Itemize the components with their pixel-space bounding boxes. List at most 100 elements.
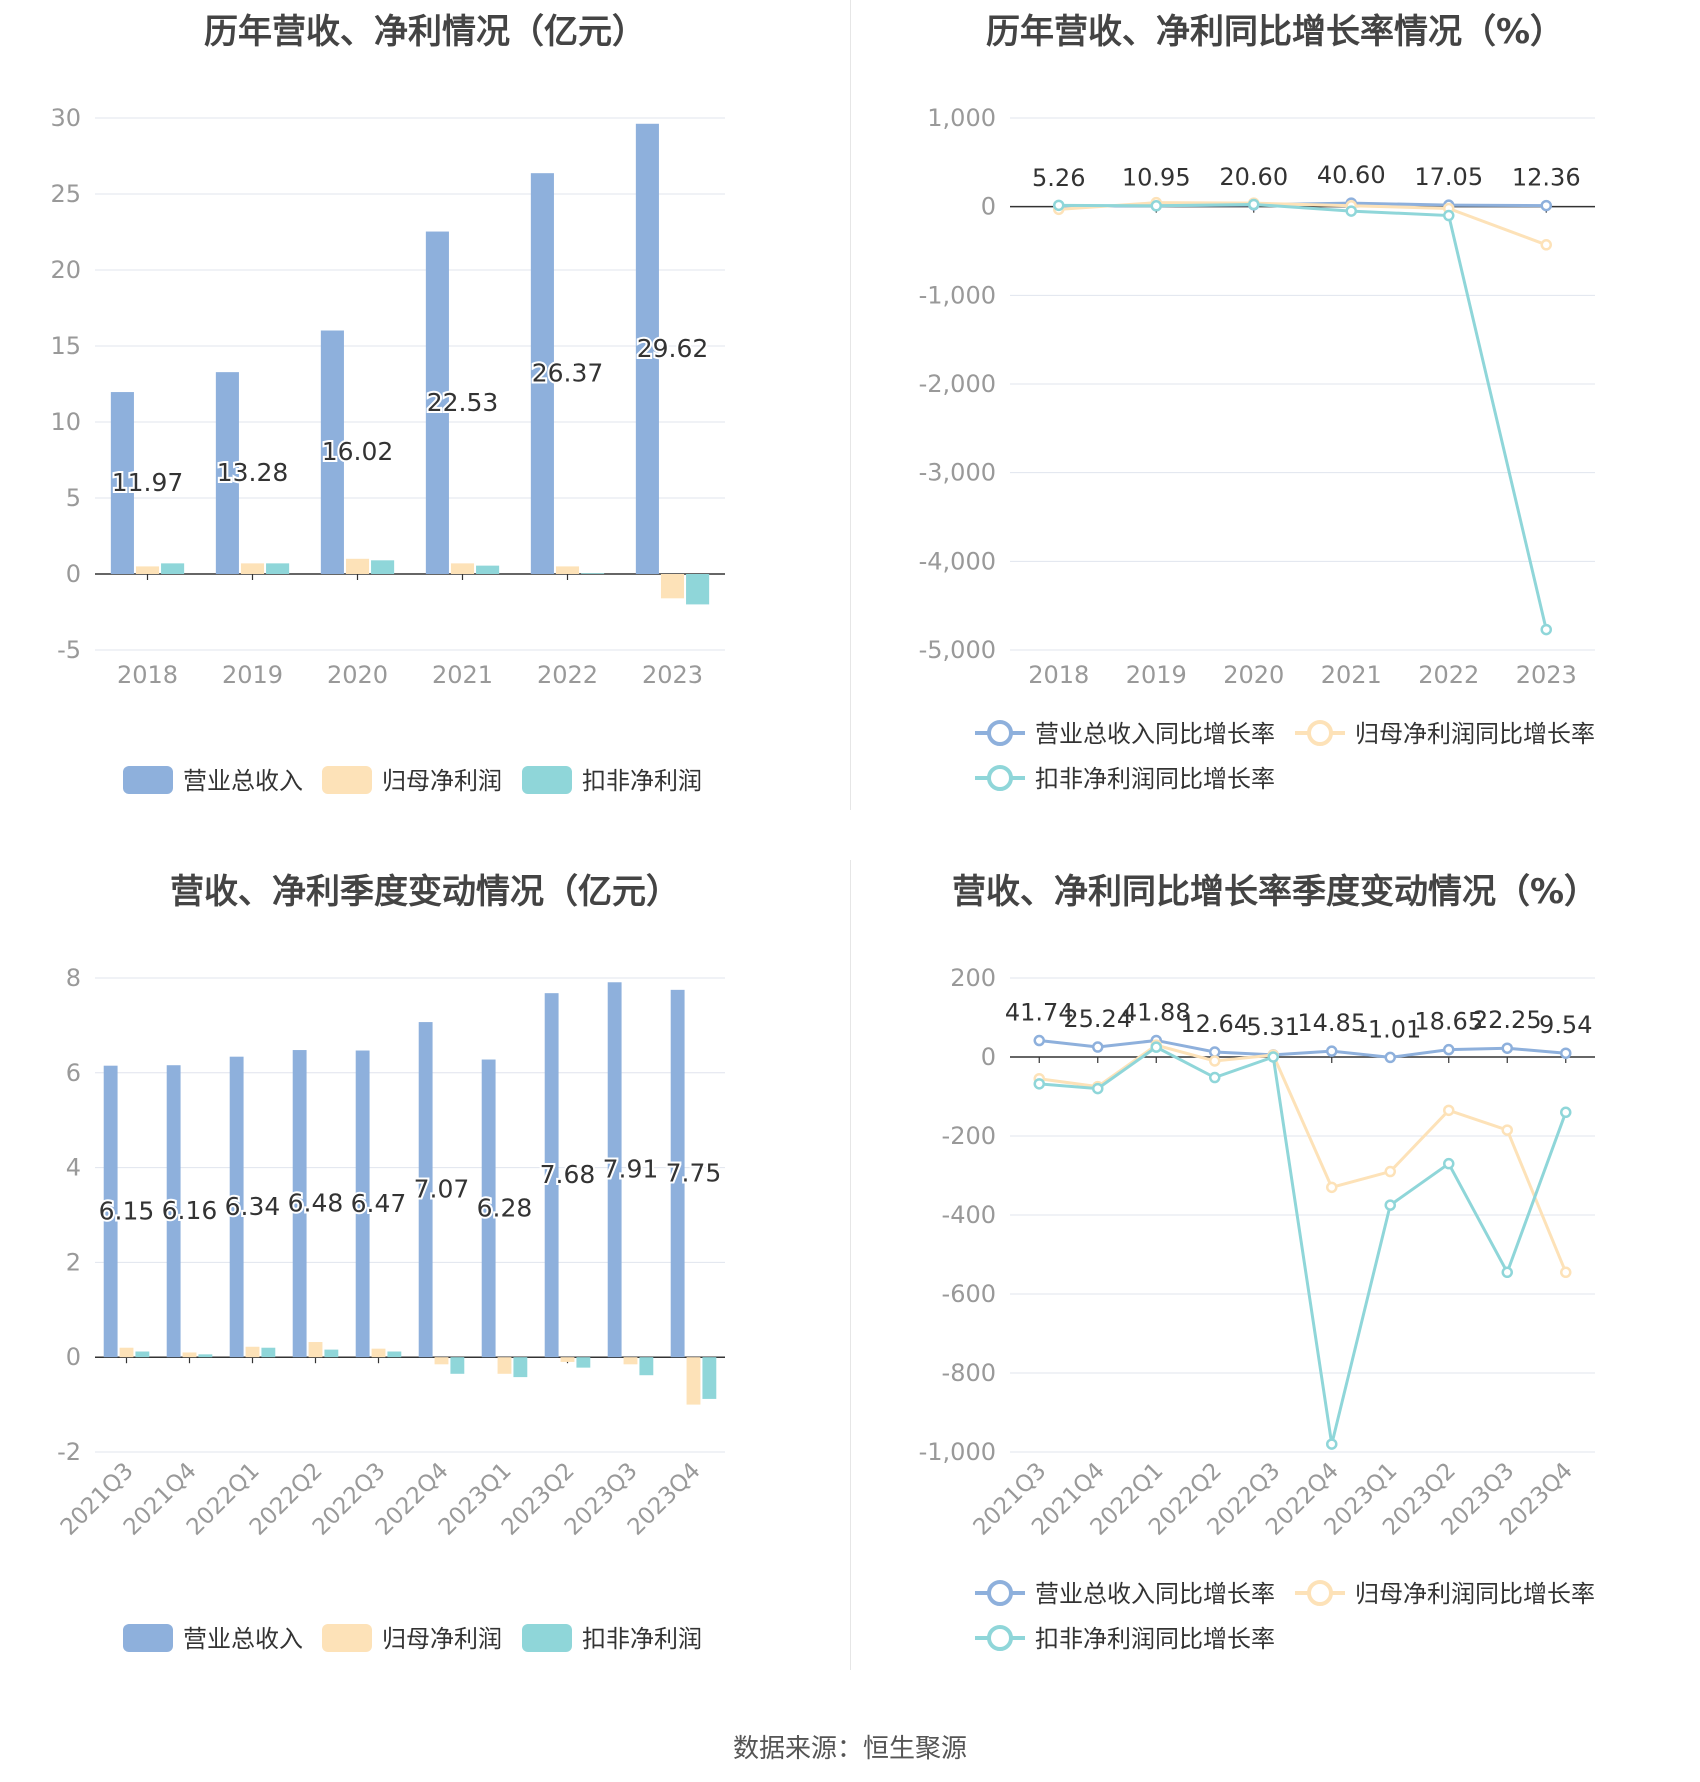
- line-point: [1092, 1082, 1104, 1095]
- line-point: [1501, 1124, 1513, 1136]
- line-point: [1540, 199, 1552, 212]
- line-point: [1209, 1046, 1221, 1058]
- y-tick-label: -800: [942, 1359, 996, 1387]
- y-tick-label: 4: [66, 1154, 81, 1182]
- legend-label: 营业总收入: [183, 767, 303, 795]
- y-tick-label: -1,000: [919, 281, 996, 309]
- bar: [371, 560, 395, 574]
- line-point: [1560, 1047, 1572, 1059]
- line-point: [1326, 1045, 1338, 1057]
- bar: [425, 231, 449, 574]
- bar-value-label: 13.28: [217, 458, 289, 487]
- line-point: [1248, 198, 1260, 211]
- line-point: [1209, 1055, 1221, 1067]
- point-value-label: 5.26: [1032, 164, 1085, 192]
- legend-label: 扣非净利润同比增长率: [1035, 765, 1275, 793]
- bar: [261, 1347, 276, 1358]
- x-tick-label: 2019: [1126, 661, 1187, 689]
- panel-quarterly-growth: 营收、净利同比增长率季度变动情况（%） -1,000 -800 -600 -400 -2…: [850, 860, 1700, 1720]
- vertical-divider-top: [850, 0, 851, 810]
- y-tick-label: 1,000: [927, 104, 996, 132]
- line-point: [1501, 1266, 1513, 1279]
- legend-marker: [1307, 720, 1333, 746]
- legend-swatch: [322, 766, 372, 794]
- quarterly-amounts-chart: -2024682021Q32021Q42022Q12022Q22022Q3202…: [56, 964, 725, 1653]
- x-tick-label: 2019: [222, 661, 283, 689]
- line-point: [1053, 199, 1065, 212]
- bar-value-label: 16.02: [322, 437, 394, 466]
- y-tick-label: 200: [950, 964, 996, 992]
- series-line: [1058, 202, 1548, 630]
- bar: [450, 1357, 465, 1374]
- bar: [476, 565, 500, 574]
- line-point: [1501, 1042, 1513, 1054]
- point-value-label: 12.64: [1180, 1010, 1249, 1038]
- bar: [686, 1357, 701, 1405]
- bar: [308, 1342, 323, 1358]
- bar: [198, 1354, 213, 1358]
- legend-label: 营业总收入同比增长率: [1035, 1580, 1275, 1608]
- line-point: [1033, 1078, 1045, 1090]
- y-tick-label: -5,000: [919, 636, 996, 664]
- y-tick-label: 0: [981, 193, 996, 221]
- legend-swatch: [522, 766, 572, 794]
- y-tick-label: 5: [66, 484, 81, 512]
- y-tick-label: 25: [50, 180, 81, 208]
- x-tick-label: 2020: [1223, 661, 1284, 689]
- data-source: 数据来源：恒生聚源: [732, 1734, 967, 1764]
- legend-marker: [1307, 1580, 1333, 1606]
- y-tick-label: 0: [66, 560, 81, 588]
- chart-title: 历年营收、净利情况（亿元）: [204, 12, 646, 52]
- line-point: [1150, 1041, 1162, 1053]
- bar: [607, 982, 622, 1358]
- bar-value-label: 6.48: [288, 1189, 344, 1218]
- line-point: [1150, 200, 1162, 212]
- bar-value-label: 6.16: [162, 1196, 218, 1225]
- point-value-label: 18.65: [1414, 1008, 1483, 1036]
- chart-title: 营收、净利季度变动情况（亿元）: [170, 872, 680, 912]
- chart-title: 营收、净利同比增长率季度变动情况（%）: [951, 872, 1599, 912]
- bar: [119, 1347, 134, 1358]
- series-line: [1039, 1038, 1566, 1059]
- legend-marker: [987, 1625, 1013, 1651]
- bar-value-label: 29.62: [637, 334, 709, 363]
- x-tick-label: 2020: [327, 661, 388, 689]
- line-point: [1326, 1181, 1338, 1194]
- bar: [686, 574, 710, 605]
- bar-value-label: 7.07: [414, 1175, 470, 1204]
- point-value-label: 17.05: [1414, 163, 1483, 191]
- point-value-label: 5.31: [1247, 1013, 1300, 1041]
- bar-value-label: 6.15: [99, 1196, 155, 1225]
- bar: [434, 1357, 449, 1365]
- legend-marker: [987, 1580, 1013, 1606]
- y-tick-label: 0: [981, 1043, 996, 1071]
- bar: [481, 1059, 496, 1358]
- bar: [292, 1050, 307, 1358]
- panel-quarterly-amounts: 营收、净利季度变动情况（亿元） -2 0 2 4 6 8 2021Q3 2021Q4 2022Q…: [0, 860, 850, 1720]
- point-value-label: 9.54: [1539, 1011, 1592, 1039]
- legend-label: 营业总收入: [183, 1625, 303, 1653]
- quarterly-growth-chart: -1,000-800-600-400-20002002021Q32021Q420…: [919, 964, 1595, 1653]
- panel-annual-growth: 历年营收、净利同比增长率情况（%） -5,000 -4,000 -3,000 -2,0…: [850, 0, 1700, 860]
- bar: [623, 1357, 638, 1365]
- y-tick-label: -2: [57, 1438, 81, 1466]
- line-point: [1267, 1051, 1279, 1063]
- x-tick-label: 2023: [1516, 661, 1577, 689]
- bar: [229, 1056, 244, 1358]
- bar-value-label: 26.37: [532, 359, 604, 388]
- bar: [544, 993, 559, 1358]
- bar: [418, 1022, 433, 1358]
- bar: [266, 563, 290, 574]
- legend-swatch: [123, 766, 173, 794]
- legend-marker: [987, 765, 1013, 791]
- y-tick-label: 2: [66, 1248, 81, 1276]
- line-point: [1209, 1071, 1221, 1084]
- bar-value-label: 6.28: [477, 1193, 533, 1222]
- bar: [497, 1357, 512, 1374]
- y-tick-label: 8: [66, 964, 81, 992]
- line-point: [1384, 1165, 1396, 1178]
- x-tick-label: 2018: [117, 661, 178, 689]
- line-point: [1443, 1157, 1455, 1170]
- point-value-label: 22.25: [1473, 1006, 1542, 1034]
- bar: [320, 330, 344, 574]
